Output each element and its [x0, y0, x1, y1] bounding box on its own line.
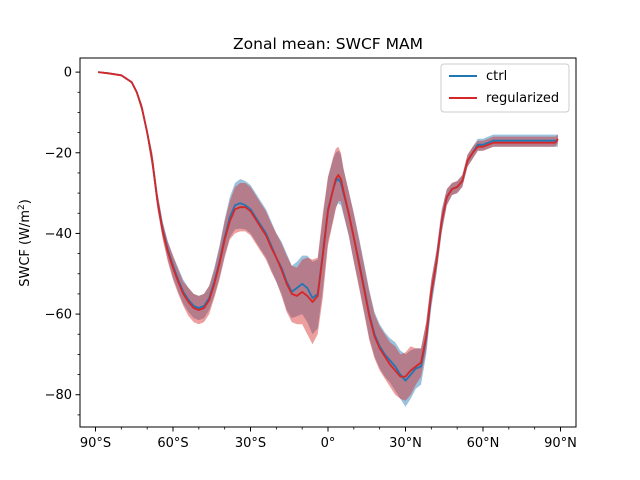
y-axis-ticks: 0 −20 −40 −60 −80 — [45, 66, 80, 416]
confidence-bands — [98, 72, 558, 407]
legend: ctrl regularized — [440, 63, 570, 113]
y-axis-label-main: SWCF (W/m — [18, 210, 33, 287]
legend-label-ctrl: ctrl — [486, 69, 507, 84]
y-axis-label: SWCF (W/m2) — [17, 199, 33, 287]
y-tick-label: 0 — [64, 66, 72, 81]
x-tick-label: 60°S — [157, 436, 188, 451]
y-tick-label: −20 — [45, 146, 72, 161]
y-tick-label: −80 — [45, 388, 72, 403]
band-ctrl — [98, 72, 558, 407]
line-regularized — [97, 71, 559, 378]
y-tick-label: −60 — [45, 308, 72, 323]
y-axis-label-close: ) — [18, 199, 33, 204]
legend-label-regularized: regularized — [486, 91, 559, 106]
x-tick-label: 30°S — [235, 436, 266, 451]
x-tick-label: 90°S — [80, 436, 111, 451]
x-tick-label: 60°N — [467, 436, 500, 451]
line-ctrl — [97, 71, 558, 382]
series-lines — [97, 71, 559, 382]
x-tick-label: 90°N — [544, 436, 577, 451]
x-tick-label: 0° — [321, 436, 336, 451]
x-tick-label: 30°N — [389, 436, 422, 451]
y-axis-label-superscript: 2 — [17, 204, 27, 210]
band-regularized — [98, 72, 558, 401]
y-tick-label: −40 — [45, 227, 72, 242]
x-axis-ticks: 90°S 60°S 30°S 0° 30°N 60°N 90°N — [80, 427, 577, 451]
chart-title: Zonal mean: SWCF MAM — [233, 35, 423, 53]
